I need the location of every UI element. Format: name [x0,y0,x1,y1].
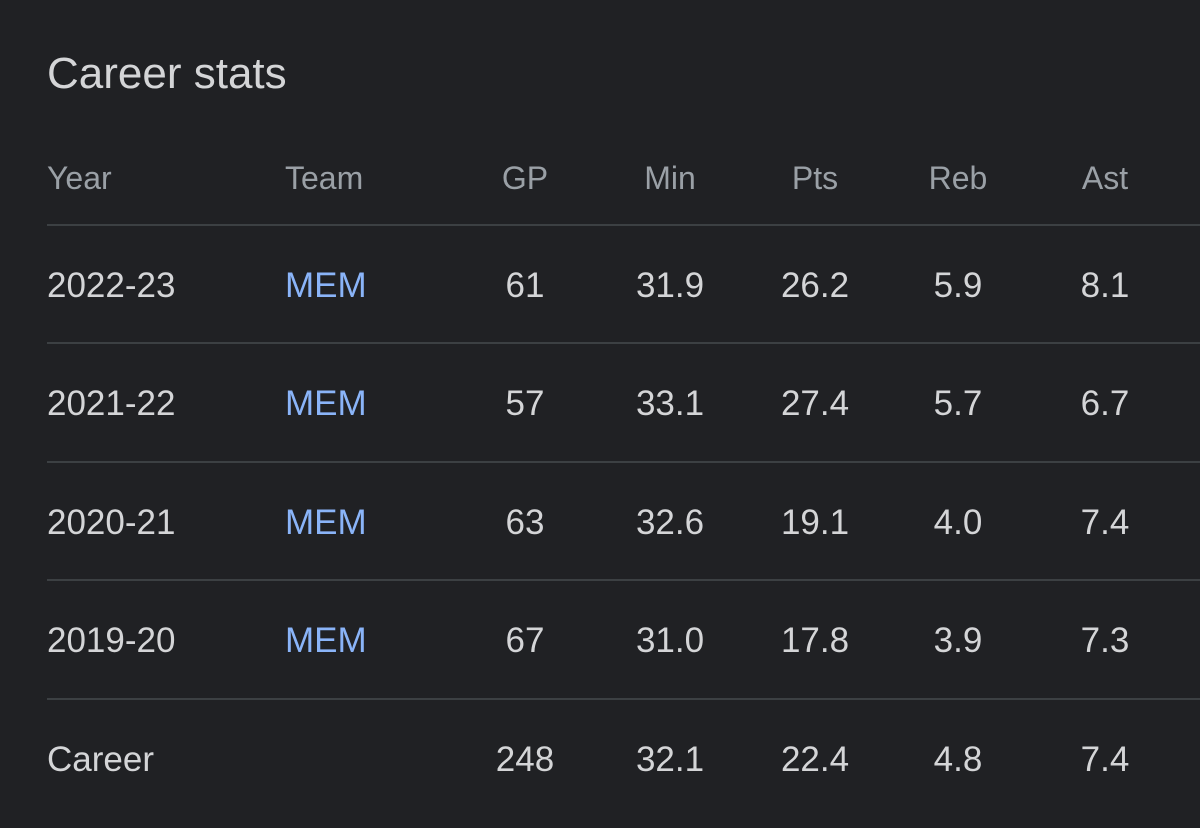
team-link[interactable]: MEM [285,384,367,423]
stat-cell: 32.6 [635,503,705,542]
column-header: Year [47,160,112,196]
column-header: Ast [1081,160,1129,196]
column-header: Pts [791,160,839,196]
column-header: Min [644,160,696,196]
total-stat-cell: 32.1 [635,740,705,779]
row-divider [47,224,1200,226]
stat-cell: 7.4 [1080,503,1130,542]
stat-cell: 5.7 [933,384,983,423]
team-link[interactable]: MEM [285,503,367,542]
year-cell: 2022-23 [47,266,176,305]
stat-cell: 3.9 [933,621,983,660]
stat-cell: 31.9 [635,266,705,305]
stat-cell: 17.8 [780,621,850,660]
year-cell: 2020-21 [47,503,176,542]
stat-cell: 8.1 [1080,266,1130,305]
stat-cell: 61 [505,266,545,305]
row-divider [47,698,1200,700]
stat-cell: 57 [505,384,545,423]
year-cell: 2019-20 [47,621,176,660]
stat-cell: 19.1 [780,503,850,542]
stat-cell: 7.3 [1080,621,1130,660]
column-header: Team [285,160,364,196]
total-stat-cell: 4.8 [933,740,983,779]
stat-cell: 33.1 [635,384,705,423]
stat-cell: 26.2 [780,266,850,305]
column-header: Reb [928,160,988,196]
column-header: GP [501,160,549,196]
total-stat-cell: 7.4 [1080,740,1130,779]
row-divider [47,579,1200,581]
row-divider [47,342,1200,344]
team-link[interactable]: MEM [285,621,367,660]
total-stat-cell: 22.4 [780,740,850,779]
row-divider [47,461,1200,463]
stat-cell: 31.0 [635,621,705,660]
stat-cell: 5.9 [933,266,983,305]
year-cell: 2021-22 [47,384,176,423]
stat-cell: 4.0 [933,503,983,542]
title: Career stats [47,49,287,98]
stat-cell: 63 [505,503,545,542]
team-link[interactable]: MEM [285,266,367,305]
stat-cell: 27.4 [780,384,850,423]
stat-cell: 67 [505,621,545,660]
total-stat-cell: 248 [495,740,555,779]
total-label: Career [47,740,154,779]
stat-cell: 6.7 [1080,384,1130,423]
